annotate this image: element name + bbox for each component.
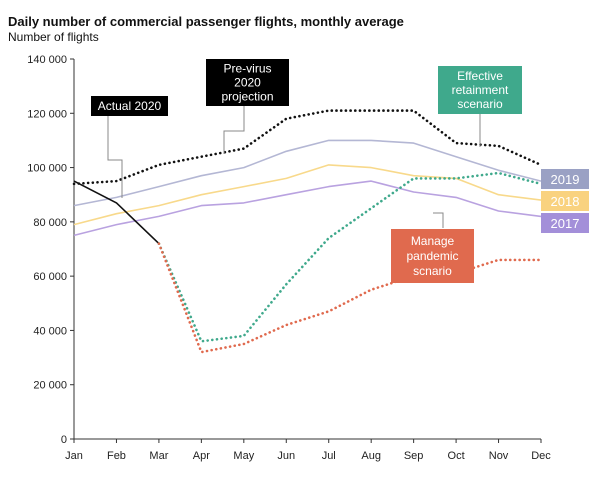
x-tick-label: Jun (277, 450, 295, 462)
y-tick-label: 20 000 (33, 380, 67, 392)
x-tick-label: Oct (448, 450, 465, 462)
manage-connector (433, 212, 444, 228)
y-tick-label: 60 000 (33, 271, 67, 283)
y-tick-label: 40 000 (33, 325, 67, 337)
x-tick-label: Dec (531, 450, 551, 462)
actual-2020-box (91, 96, 168, 116)
previrus-connector (223, 106, 245, 154)
manage-scenario-label: pandemic (406, 249, 458, 263)
effective-scenario-label: scenario (457, 97, 503, 111)
legend-label-2019: 2019 (551, 172, 580, 187)
series-line-2 (73, 180, 542, 237)
legend-tag-2018 (541, 191, 589, 211)
x-tick-label: May (233, 450, 254, 462)
x-tick-label: Sep (404, 450, 424, 462)
previrus-box (206, 59, 289, 106)
series-line-5 (157, 171, 543, 343)
legend-tag-2017 (541, 213, 589, 233)
previrus-label: 2020 (234, 76, 261, 90)
y-tick-label: 100 000 (27, 163, 67, 175)
x-tick-label: Aug (361, 450, 381, 462)
x-tick-label: Mar (149, 450, 168, 462)
series-line-0 (73, 139, 542, 207)
y-tick-label: 140 000 (27, 54, 67, 66)
actual-2020-connector (107, 116, 123, 198)
effective-scenario-box (438, 66, 522, 114)
effective-scenario-label: Effective (457, 69, 503, 83)
legend-label-2018: 2018 (551, 194, 580, 209)
series-line-3 (72, 109, 543, 186)
effective-scenario-label: retainment (452, 83, 509, 97)
series-line-1 (73, 164, 542, 226)
previrus-label: projection (221, 90, 273, 104)
y-tick-label: 0 (61, 434, 67, 446)
x-tick-label: Nov (489, 450, 509, 462)
series-line-6 (157, 242, 543, 354)
legend-label-2017: 2017 (551, 216, 580, 231)
x-tick-label: Jul (322, 450, 336, 462)
series-line-4 (73, 180, 160, 245)
actual-2020-label: Actual 2020 (98, 99, 162, 113)
y-axis-label: Number of flights (8, 30, 99, 44)
y-tick-label: 120 000 (27, 108, 67, 120)
chart-title: Daily number of commercial passenger fli… (8, 14, 404, 29)
x-tick-label: Feb (107, 450, 126, 462)
legend-tag-2019 (541, 169, 589, 189)
y-tick-label: 80 000 (33, 217, 67, 229)
previrus-label: Pre-virus (223, 62, 271, 76)
manage-scenario-label: Manage (411, 234, 455, 248)
x-tick-label: Jan (65, 450, 83, 462)
manage-scenario-box (391, 229, 474, 283)
x-tick-label: Apr (193, 450, 210, 462)
manage-scenario-label: scnario (413, 264, 452, 278)
